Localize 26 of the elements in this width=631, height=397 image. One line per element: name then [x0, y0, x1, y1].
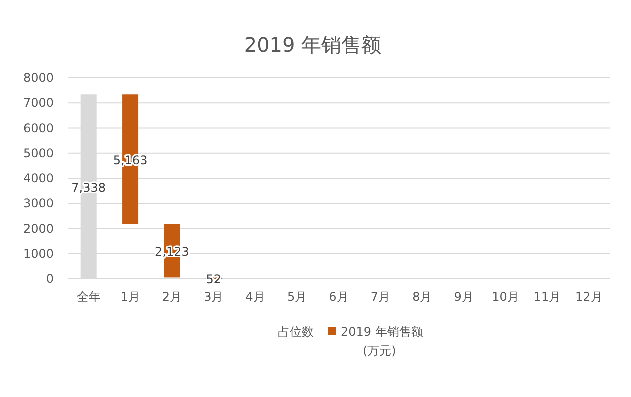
chart-title: 2019 年销售额 — [244, 33, 382, 57]
data-label: 7,338 — [72, 180, 106, 195]
y-tick-label: 4000 — [23, 172, 54, 186]
y-tick-label: 0 — [46, 272, 54, 286]
x-tick-label: 6月 — [329, 290, 349, 304]
x-tick-label: 4月 — [246, 290, 266, 304]
y-tick-label: 8000 — [23, 71, 54, 85]
x-tick-label: 2月 — [162, 290, 182, 304]
x-tick-label: 1月 — [120, 290, 140, 304]
x-tick-label: 8月 — [412, 290, 432, 304]
x-tick-label: 7月 — [370, 290, 391, 304]
x-tick-label: 10月 — [492, 290, 520, 304]
y-tick-label: 3000 — [23, 196, 54, 211]
legend-label: 2019 年销售额 (万元) — [341, 325, 424, 358]
y-tick-label: 5000 — [23, 146, 54, 160]
x-tick-label: 12月 — [576, 290, 603, 304]
x-tick-label: 全年 — [76, 290, 101, 304]
y-tick-label: 1000 — [23, 246, 54, 261]
y-tick-label: 7000 — [23, 96, 54, 110]
x-tick-label: 11月 — [534, 290, 562, 304]
y-tick-label: 6000 — [23, 121, 54, 136]
x-tick-label: 5月 — [287, 290, 308, 304]
x-tick-label: 3月 — [204, 290, 224, 304]
y-tick-label: 2000 — [23, 222, 54, 236]
text: 占位数 — [278, 325, 314, 339]
x-tick-label: 9月 — [454, 290, 474, 304]
